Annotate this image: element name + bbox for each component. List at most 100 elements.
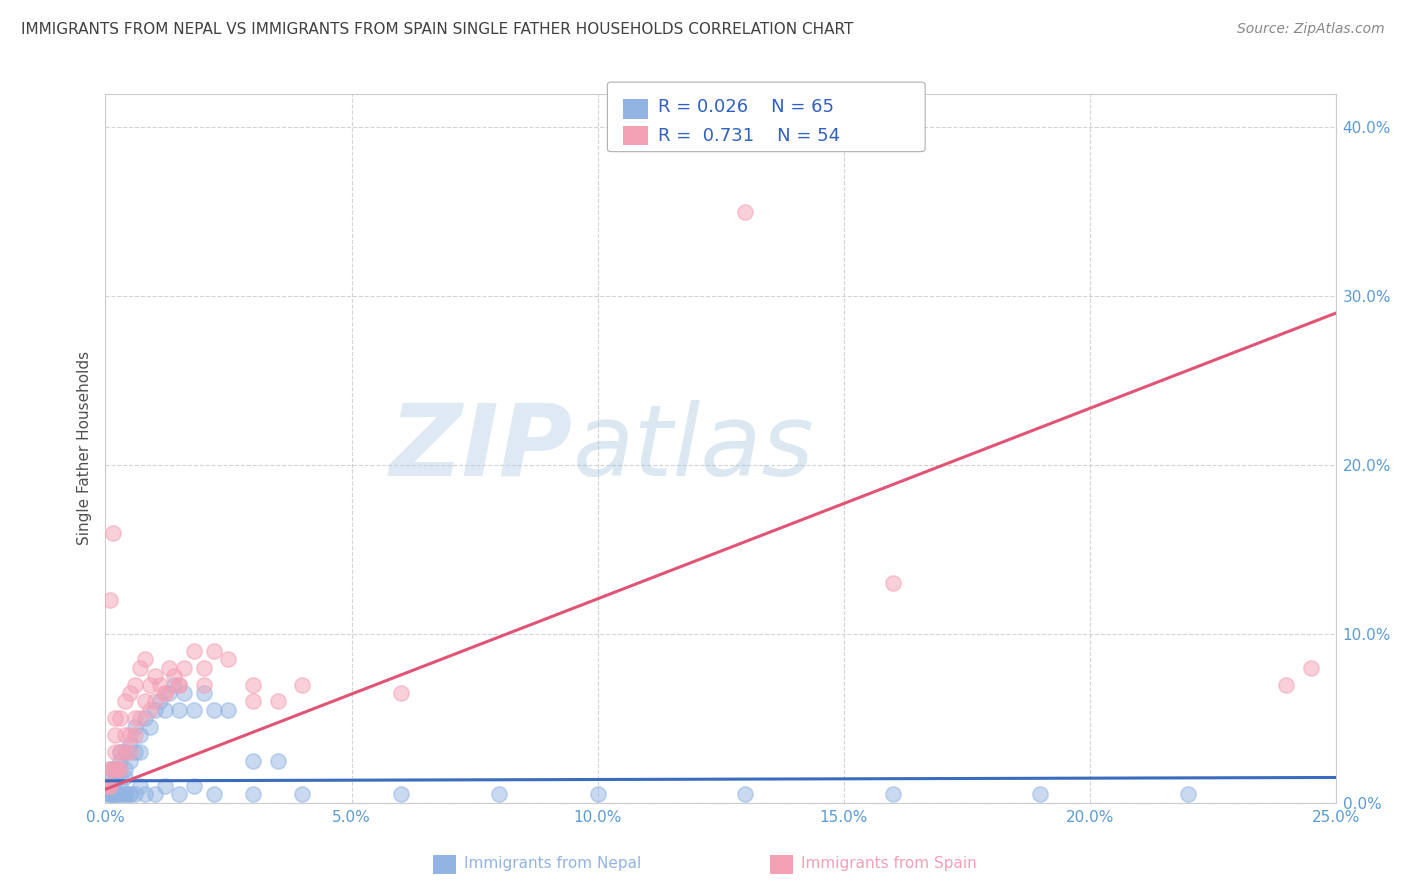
Point <box>98 788 122 802</box>
Point <box>104 745 127 759</box>
Point <box>183 779 205 793</box>
Point <box>107 762 129 776</box>
Point <box>173 661 195 675</box>
Point <box>124 678 146 692</box>
Point <box>114 788 136 802</box>
Point <box>98 762 122 776</box>
Point <box>202 644 225 658</box>
Point <box>1029 788 1052 802</box>
Point <box>114 694 136 708</box>
Point <box>124 745 146 759</box>
Point <box>104 762 127 776</box>
Point <box>218 652 240 666</box>
Point <box>97 779 120 793</box>
Point <box>1301 661 1323 675</box>
Point <box>110 754 132 768</box>
Point <box>169 678 191 692</box>
Point <box>143 669 166 683</box>
Point <box>134 711 156 725</box>
Point <box>138 703 162 717</box>
Point <box>389 686 412 700</box>
Point <box>110 779 132 793</box>
Point <box>169 678 191 692</box>
Text: Source: ZipAtlas.com: Source: ZipAtlas.com <box>1237 22 1385 37</box>
Point <box>104 728 127 742</box>
Point <box>98 788 122 802</box>
Point <box>149 678 172 692</box>
Point <box>110 788 132 802</box>
Point <box>882 576 904 591</box>
Point <box>143 694 166 708</box>
Y-axis label: Single Father Households: Single Father Households <box>77 351 93 545</box>
Text: atlas: atlas <box>574 400 814 497</box>
Point <box>242 754 264 768</box>
Point <box>97 788 120 802</box>
Point <box>120 745 141 759</box>
Point <box>1275 678 1298 692</box>
Point <box>120 788 141 802</box>
Point <box>734 788 756 802</box>
Point <box>193 686 215 700</box>
Point <box>734 205 756 219</box>
Point <box>159 661 180 675</box>
Point <box>98 593 122 607</box>
Text: IMMIGRANTS FROM NEPAL VS IMMIGRANTS FROM SPAIN SINGLE FATHER HOUSEHOLDS CORRELAT: IMMIGRANTS FROM NEPAL VS IMMIGRANTS FROM… <box>21 22 853 37</box>
Point <box>163 669 186 683</box>
Point <box>124 788 146 802</box>
Point <box>120 686 141 700</box>
Point <box>173 686 195 700</box>
Point <box>202 703 225 717</box>
Text: R =  0.731    N = 54: R = 0.731 N = 54 <box>658 128 841 145</box>
Point <box>138 720 162 734</box>
Point <box>129 745 152 759</box>
Point <box>129 728 152 742</box>
Point <box>202 788 225 802</box>
Point <box>97 779 120 793</box>
Point <box>134 694 156 708</box>
Point <box>114 771 136 785</box>
Point <box>120 754 141 768</box>
Point <box>104 771 127 785</box>
Point <box>101 762 124 776</box>
Point <box>153 686 176 700</box>
Point <box>169 703 191 717</box>
Point <box>183 644 205 658</box>
Point <box>98 779 122 793</box>
Point <box>193 661 215 675</box>
Point <box>153 686 176 700</box>
Point <box>114 745 136 759</box>
Point <box>134 788 156 802</box>
Point <box>124 720 146 734</box>
Point <box>124 711 146 725</box>
Point <box>104 788 127 802</box>
Point <box>129 711 152 725</box>
Point <box>120 788 141 802</box>
Text: ZIP: ZIP <box>389 400 574 497</box>
Point <box>110 788 132 802</box>
Point <box>101 788 124 802</box>
Point <box>107 762 129 776</box>
Point <box>242 678 264 692</box>
Point <box>193 678 215 692</box>
Point <box>242 694 264 708</box>
Point <box>104 788 127 802</box>
Point <box>104 762 127 776</box>
Point <box>218 703 240 717</box>
Point <box>153 703 176 717</box>
Point <box>267 754 290 768</box>
Point <box>389 788 412 802</box>
Point <box>101 779 124 793</box>
Point <box>110 745 132 759</box>
Point <box>114 762 136 776</box>
Point <box>124 728 146 742</box>
Point <box>120 737 141 751</box>
Point <box>267 694 290 708</box>
Text: R = 0.026    N = 65: R = 0.026 N = 65 <box>658 98 834 116</box>
Point <box>110 711 132 725</box>
Point <box>169 788 191 802</box>
Point <box>129 779 152 793</box>
Point <box>183 703 205 717</box>
Point <box>101 525 124 540</box>
Point <box>291 678 314 692</box>
Point <box>159 686 180 700</box>
